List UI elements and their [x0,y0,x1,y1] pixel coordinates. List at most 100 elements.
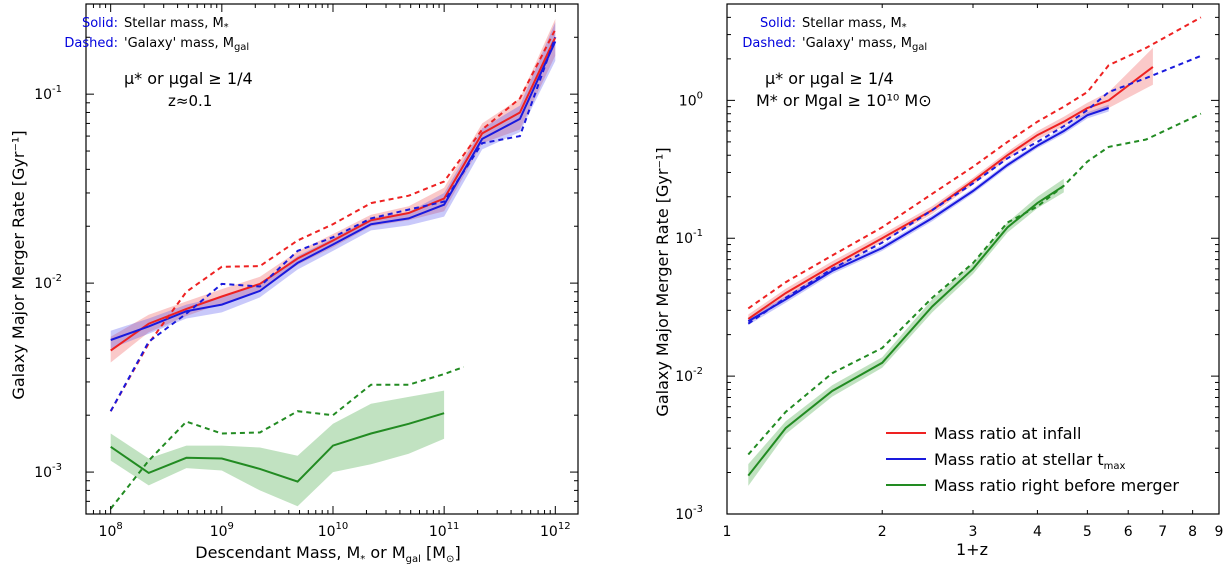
left-xlabel-close: ] [454,543,460,562]
left-series-red-dashed-2 [109,29,557,412]
right-y-tick-label: 100 [679,90,703,109]
right-y-axis-label: Galaxy Major Merger Rate [Gyr⁻¹] [653,147,672,416]
left-x-tick-exp: 8 [116,521,122,532]
left-x-tick-label: 108 [99,521,123,540]
right-solid-text-main: Stellar mass, M [802,16,902,31]
right-x-tick-label: 4 [1033,524,1042,540]
right-y-tick-label: 10-2 [675,366,703,385]
right-solid-note: Solid: Stellar mass, M* Dashed: 'Galaxy'… [742,16,931,110]
right-series-blue-dashed-3 [747,54,1202,325]
left-x-tick-exp: 9 [228,521,234,532]
right-y-tick-base: 10 [675,507,693,523]
right-x-tick-label: 5 [1083,524,1092,540]
left-band-red-0 [110,19,556,363]
left-x-tick-exp: 11 [447,521,460,532]
right-series-green-dashed-5 [747,112,1202,456]
right-dashed-text-sub: gal [912,42,927,53]
left-solid-note: Solid: Stellar mass, M* Dashed: 'Galaxy'… [64,16,252,110]
left-xlabel-sub2: gal [406,554,421,565]
right-legend: Mass ratio at infall Mass ratio at stella… [886,424,1179,495]
right-condition-line1: μ* or μgal ≥ 1/4 [765,69,894,88]
left-x-tick-label: 1010 [318,521,349,540]
right-band-red-0 [748,47,1153,324]
left-x-tick-label: 1012 [540,521,571,540]
left-dashed-key: Dashed: [64,36,118,51]
right-y-tick-base: 10 [675,369,693,385]
right-y-tick-exp: -2 [693,366,703,377]
right-condition-line2: M* or Mgal ≥ 10¹⁰ M⊙ [756,91,932,110]
left-x-tick-base: 10 [318,524,336,540]
right-x-tick-label: 9 [1215,524,1224,540]
left-y-tick-exp: -3 [52,462,62,473]
left-y-axis-label: Galaxy Major Merger Rate [Gyr⁻¹] [9,130,28,399]
right-y-tick-base: 10 [679,93,697,109]
right-y-tick-exp: -1 [693,228,703,239]
left-condition-line1: μ* or μgal ≥ 1/4 [124,69,253,88]
left-xlabel-sub1: * [360,554,365,565]
right-x-tick-label: 2 [878,524,887,540]
left-y-tick-base: 10 [34,465,52,481]
left-xlabel-main: Descendant Mass, M [195,543,360,562]
left-xlabel-mid: or M [365,543,405,562]
left-y-tick-label: 10-3 [34,462,62,481]
left-band-green-4 [110,390,445,507]
right-y-tick-label: 10-1 [675,228,703,247]
left-solid-text-main: Stellar mass, M [124,16,224,31]
left-x-tick-base: 10 [429,524,447,540]
left-x-tick-label: 1011 [429,521,460,540]
right-solid-text-sub: * [902,22,907,33]
right-y-tick-label: 10-3 [675,504,703,523]
left-x-tick-exp: 12 [558,521,571,532]
left-solid-text: Stellar mass, M* [124,16,229,33]
left-x-tick-base: 10 [99,524,117,540]
left-series-blue-solid-1 [110,41,557,341]
right-y-tick-base: 10 [675,231,693,247]
right-x-tick-label: 8 [1188,524,1197,540]
right-legend-text: Mass ratio at stellar t [934,450,1104,469]
left-y-tick-exp: -1 [52,84,62,95]
left-x-tick-label: 109 [210,521,234,540]
left-y-tick-label: 10-1 [34,84,62,103]
right-legend-text: Mass ratio right before merger [934,476,1179,495]
right-solid-text: Stellar mass, M* [802,16,907,33]
right-x-axis-label: 1+z [956,540,988,559]
left-y-tick-base: 10 [34,87,52,103]
left-dashed-text-sub: gal [234,42,249,53]
right-series-red-dashed-2 [747,16,1202,310]
right-y-tick-exp: -3 [693,504,703,515]
right-x-tick-label: 3 [969,524,978,540]
left-x-tick-base: 10 [210,524,228,540]
left-series-green-solid-4 [110,412,445,483]
right-legend-label-1: Mass ratio at stellar tmax [934,450,1125,472]
left-solid-text-sub: * [224,22,229,33]
left-plot-frame [85,3,579,515]
left-series-green-dashed-5 [109,366,465,510]
left-series-red-solid-0 [110,36,557,352]
left-xlabel-bracket: [M [421,543,446,562]
right-legend-sub: max [1104,461,1126,472]
right-x-tick-label: 6 [1124,524,1133,540]
left-condition-line2: z≈0.1 [168,92,212,110]
left-xlabel-sun: ⊙ [446,554,454,565]
left-dashed-text-main: 'Galaxy' mass, M [124,36,234,51]
right-x-tick-label: 7 [1158,524,1167,540]
left-x-tick-base: 10 [540,524,558,540]
left-y-tick-base: 10 [34,276,52,292]
right-dashed-text: 'Galaxy' mass, Mgal [802,36,927,53]
left-x-axis-label: Descendant Mass, M* or Mgal [M⊙] [195,543,460,565]
right-legend-label-0: Mass ratio at infall [934,424,1081,443]
right-band-blue-1 [748,104,1109,325]
left-series-blue-dashed-3 [109,36,557,412]
left-y-tick-label: 10-2 [34,273,62,292]
right-dashed-text-main: 'Galaxy' mass, M [802,36,912,51]
left-solid-key: Solid: [82,16,118,31]
right-legend-label-2: Mass ratio right before merger [934,476,1179,495]
right-y-tick-exp: 0 [697,90,703,101]
left-dashed-text: 'Galaxy' mass, Mgal [124,36,249,53]
right-legend-text: Mass ratio at infall [934,424,1081,443]
left-y-tick-exp: -2 [52,273,62,284]
left-x-tick-exp: 10 [336,521,349,532]
